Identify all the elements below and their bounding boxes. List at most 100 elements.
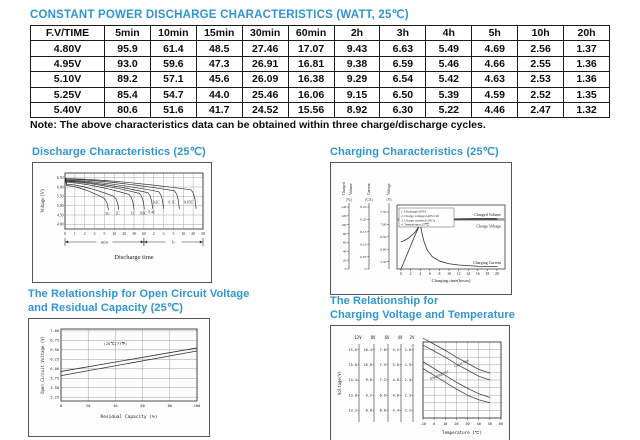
svg-text:2.6: 2.6	[405, 348, 411, 352]
svg-text:60: 60	[140, 404, 144, 408]
svg-text:50: 50	[488, 422, 492, 426]
svg-text:7.2: 7.2	[380, 378, 386, 382]
svg-text:10: 10	[181, 232, 185, 236]
svg-text:Charge Voltage: Charge Voltage	[476, 224, 501, 229]
svg-text:60: 60	[142, 232, 146, 236]
svg-text:10.0: 10.0	[364, 363, 372, 367]
chart-title-ocv: The Relationship for Open Circuit Voltag…	[28, 287, 249, 315]
table-row: 5.40V 80.6 51.6 41.7 24.52 15.56 8.92 6.30 5.22 4…	[30, 101, 610, 119]
table-cell: 1.36	[563, 71, 610, 88]
svg-text:10.4: 10.4	[364, 348, 372, 352]
table-row: 4.80V 95.9 61.4 48.5 27.46 17.07 9.43 6.63 5.49 4…	[30, 40, 610, 57]
svg-text:Charging time(hours): Charging time(hours)	[432, 278, 471, 283]
table-cell: 2.52	[517, 86, 565, 103]
table-row: 5.10V 89.2 57.1 45.6 26.09 16.38 9.29 6.54 5.42 4…	[30, 71, 610, 88]
discharge-chart-svg: 6.50 6.00 5.50 5.00 4.50 4.00 0 1 2 3 5 10 20 30 60 2 3 5…	[41, 172, 205, 261]
svg-text:60: 60	[343, 241, 347, 245]
table-cell: 41.7	[195, 101, 243, 119]
constant-power-discharge-table: F.V/TIME 5min 10min 15min 30min 60min 2h 3h 4h 5h…	[30, 24, 610, 119]
svg-text:10: 10	[443, 422, 447, 426]
table-cell: 9.15	[333, 86, 381, 103]
svg-text:min: min	[101, 240, 109, 245]
column-header: 20h	[563, 24, 610, 42]
svg-text:0.15: 0.15	[360, 230, 366, 234]
row-header: 4.80V	[30, 40, 105, 57]
svg-text:100: 100	[194, 404, 201, 408]
svg-text:8.8: 8.8	[366, 409, 372, 413]
svg-text:8: 8	[438, 272, 440, 276]
svg-text:15.0: 15.0	[349, 363, 357, 367]
table-cell: 16.81	[287, 55, 335, 73]
svg-text:20: 20	[454, 422, 458, 426]
table-cell: 1.35	[563, 86, 610, 103]
table-cell: 51.6	[149, 101, 197, 119]
svg-text:20: 20	[191, 232, 195, 236]
svg-text:3. Charge current:0.20CA: 3. Charge current:0.20CA	[401, 218, 436, 222]
svg-text:4: 4	[419, 272, 421, 276]
svg-text:h: h	[172, 240, 175, 245]
svg-text:7.8: 7.8	[380, 348, 386, 352]
table-cell: 5.46	[425, 55, 473, 73]
svg-text:80: 80	[343, 232, 347, 236]
chart-title-voltage-temp-line2: Charging Voltage and Temperature	[330, 309, 515, 321]
svg-text:0.4C: 0.4C	[148, 211, 155, 215]
svg-text:Charged Volume: Charged Volume	[474, 212, 501, 217]
table-cell: 17.07	[287, 40, 335, 57]
column-header: 3h	[379, 24, 427, 42]
svg-text:2.3: 2.3	[405, 393, 411, 397]
table-header-row: F.V/TIME 5min 10min 15min 30min 60min 2h 3h 4h 5h…	[30, 24, 610, 42]
column-header: 4h	[425, 24, 473, 42]
row-header: 5.25V	[30, 86, 105, 103]
svg-text:8V: 8V	[371, 335, 376, 340]
svg-text:0.10: 0.10	[360, 242, 366, 246]
svg-text:14.4: 14.4	[349, 378, 357, 382]
svg-text:100: 100	[341, 223, 347, 227]
svg-text:140: 140	[341, 205, 347, 209]
column-header: 2h	[333, 24, 381, 42]
svg-text:5.50: 5.50	[50, 386, 59, 390]
svg-text:20: 20	[86, 404, 90, 408]
note-text: Note: The above characteristics data can…	[30, 119, 486, 131]
table-cell: 16.38	[287, 71, 335, 88]
svg-text:(CA): (CA)	[365, 198, 373, 202]
svg-text:-10: -10	[420, 422, 426, 426]
chart-title-voltage-temp: The Relationship for Charging Voltage an…	[330, 294, 515, 322]
ocv-capacity-chart: 7.00 6.75 6.50 6.25 6.00 5.75 5.50 5.25 (25℃/77℉…	[28, 318, 210, 437]
table-cell: 1.37	[563, 40, 610, 57]
table-cell: 4.59	[471, 86, 519, 103]
table-cell: 6.50	[379, 86, 427, 103]
svg-text:40: 40	[343, 249, 347, 253]
svg-text:Cycle Use: Cycle Use	[454, 358, 470, 368]
svg-text:1C: 1C	[131, 212, 136, 216]
page-title: CONSTANT POWER DISCHARGE CHARACTERISTICS…	[30, 9, 409, 21]
svg-text:1: 1	[74, 232, 76, 236]
svg-text:Voltage: Voltage	[387, 183, 391, 195]
table-cell: 9.43	[333, 40, 381, 57]
table-cell: 54.7	[149, 86, 197, 103]
svg-text:Discharge time: Discharge time	[114, 254, 154, 261]
svg-text:40: 40	[477, 422, 481, 426]
table-cell: 15.56	[287, 101, 335, 119]
table-cell: 5.49	[425, 40, 473, 57]
row-header: 4.95V	[30, 55, 105, 73]
svg-text:4.50: 4.50	[57, 213, 64, 217]
table-cell: 16.06	[287, 86, 335, 103]
table-cell: 47.3	[195, 55, 243, 73]
table-cell: 8.92	[333, 101, 381, 119]
table-cell: 26.09	[241, 71, 289, 88]
table-cell: 2.55	[517, 55, 565, 73]
charging-chart: Charged Volume (%) 140 120 100 80 60 40 20 0 Curren…	[330, 162, 512, 295]
svg-text:0.20: 0.20	[360, 218, 366, 222]
column-header: 10min	[149, 24, 197, 42]
svg-text:(25℃/77℉): (25℃/77℉)	[103, 341, 127, 346]
column-header: 15min	[195, 24, 243, 42]
column-header: 5min	[104, 24, 151, 42]
table-cell: 57.1	[149, 71, 197, 88]
svg-text:20: 20	[495, 272, 499, 276]
table-cell: 24.52	[241, 101, 289, 119]
svg-text:3: 3	[94, 232, 96, 236]
table-row: 4.95V 93.0 59.6 47.3 26.91 16.81 9.38 6.59 5.46 4…	[30, 55, 610, 73]
ocv-capacity-chart-svg: 7.00 6.75 6.50 6.25 6.00 5.75 5.50 5.25 (25℃/77℉…	[40, 328, 201, 420]
svg-text:6.50: 6.50	[57, 176, 64, 180]
svg-text:Residual Capacity (%): Residual Capacity (%)	[101, 414, 158, 420]
